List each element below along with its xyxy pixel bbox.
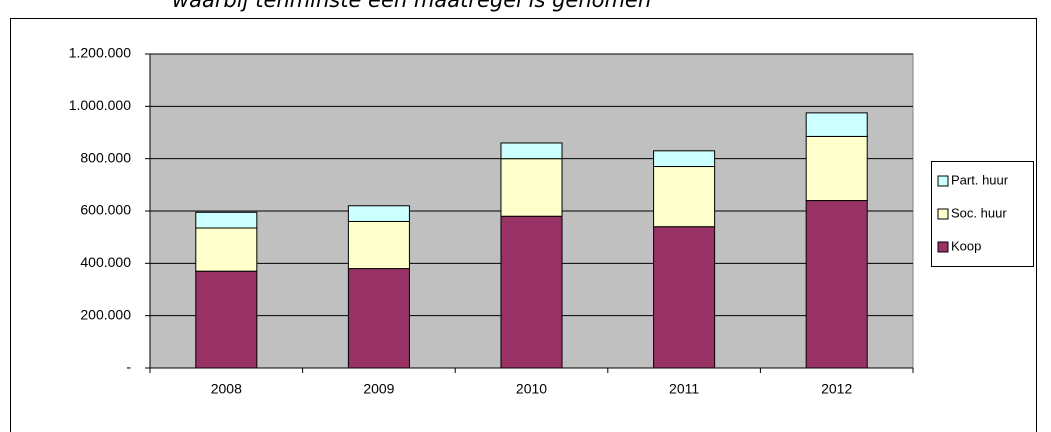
bar-segment [347,268,410,369]
y-tick-label: - [126,359,131,375]
legend-label: Koop [951,238,981,253]
legend-label: Part. huur [951,172,1009,187]
y-tick-label: 400.000 [80,254,131,270]
bar-segment [347,220,410,270]
bar-segment [805,135,868,202]
bar-segment [805,200,868,369]
y-tick-label: 1.000.000 [69,97,131,113]
bar-segment [195,227,258,272]
y-tick-label: 200.000 [80,306,131,322]
bar-segment [500,142,563,160]
bar-segment [653,150,716,168]
bar-segment [195,270,258,369]
x-tick-label: 2009 [363,381,394,397]
legend-label: Soc. huur [951,205,1007,220]
legend-swatch [937,241,949,253]
x-tick-label: 2012 [821,381,852,397]
y-tick-label: 600.000 [80,202,131,218]
x-tick-label: 2008 [211,381,242,397]
chart-title: waarbij tenminste een maatregel is genom… [172,0,651,12]
bar-segment [500,215,563,369]
bar-segment [347,205,410,222]
legend-swatch [937,208,949,220]
bar-segment [805,112,868,137]
legend-swatch [937,175,949,187]
bar-segment [653,226,716,369]
bar-segment [653,166,716,228]
y-tick-label: 800.000 [80,149,131,165]
bar-segment [500,158,563,217]
y-tick-label: 1.200.000 [69,45,131,61]
bar-segment [195,211,258,229]
x-tick-label: 2010 [516,381,547,397]
x-tick-label: 2011 [669,381,699,397]
